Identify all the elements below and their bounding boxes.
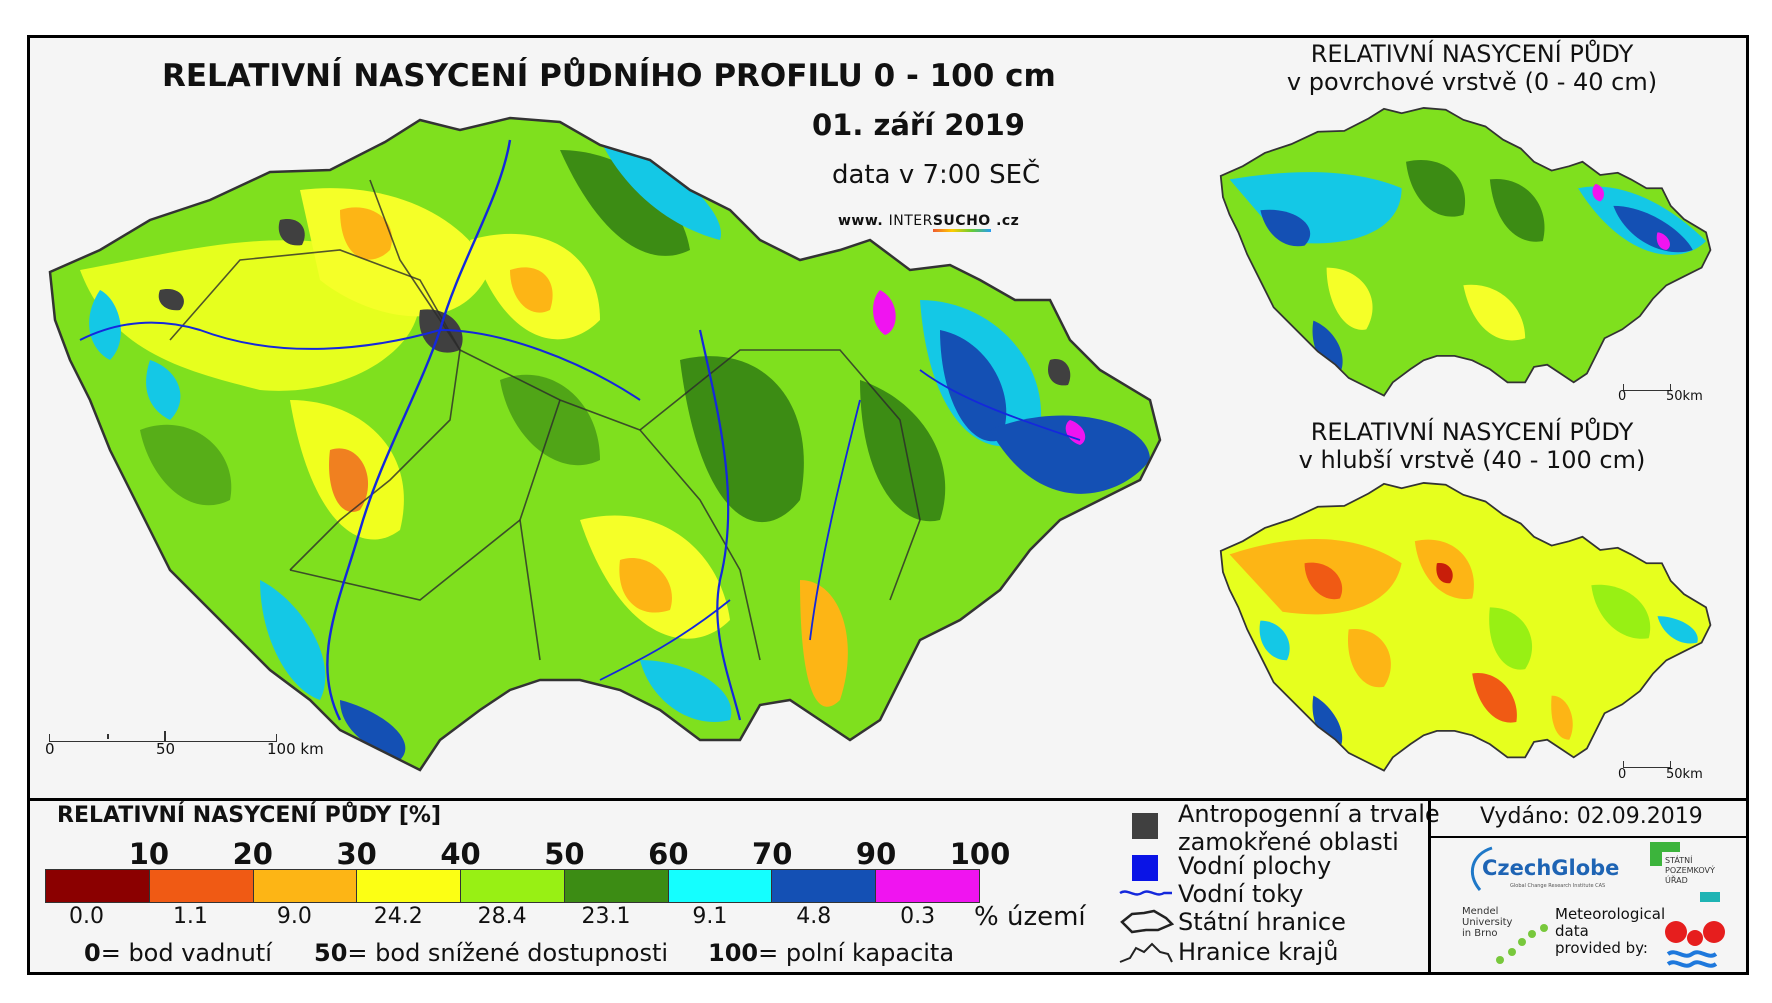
legend-rivers: Vodní toky — [1178, 880, 1304, 908]
website-inter: INTER — [888, 213, 933, 229]
main-map — [48, 116, 1162, 772]
czechglobe-swoosh-icon — [1470, 846, 1493, 891]
legend-percent-2: 1.1 — [172, 904, 208, 929]
legend-break-70: 70 — [752, 837, 793, 871]
river-icon — [1119, 890, 1172, 896]
legend-divider — [1428, 798, 1431, 975]
state-border-icon — [1120, 909, 1174, 934]
issued-date: Vydáno: 02.09.2019 — [1480, 804, 1703, 829]
caption-capacity: 100= polní kapacita — [708, 939, 955, 967]
legend-swatch-5 — [460, 870, 564, 902]
inset-top-title: RELATIVNÍ NASYCENÍ PŮDY v povrchové vrst… — [1262, 40, 1682, 96]
inset-top-line2: v povrchové vrstvě (0 - 40 cm) — [1286, 68, 1658, 96]
inset-top-scale-zero: 0 — [1618, 389, 1627, 404]
legend-break-60: 60 — [648, 837, 689, 871]
anthropogenic-swatch — [1132, 813, 1158, 839]
mendel-dots-icon — [1496, 924, 1548, 964]
map-title: RELATIVNÍ NASYCENÍ PŮDNÍHO PROFILU 0 - 1… — [162, 58, 1056, 94]
main-scale-mid: 50 — [156, 740, 176, 758]
legend-title: RELATIVNÍ NASYCENÍ PŮDY [%] — [57, 803, 442, 828]
inset-bottom-scale-bar — [1623, 761, 1671, 768]
meteo-credit: Meteorological data provided by: — [1555, 905, 1666, 957]
legend-swatch-4 — [356, 870, 461, 902]
legend-water-bodies: Vodní plochy — [1178, 852, 1332, 880]
legend-area — [27, 798, 1749, 975]
czechglobe-logo: CzechGlobe Global Change Research Instit… — [1462, 844, 1619, 896]
inset-map-surface — [1219, 107, 1712, 397]
legend-break-30: 30 — [336, 837, 377, 871]
website-suffix: .cz — [996, 213, 1020, 229]
caption-reduced: 50= bod snížené dostupnosti — [314, 939, 669, 967]
legend-break-10: 10 — [128, 837, 170, 871]
inset-bottom-line1: RELATIVNÍ NASYCENÍ PŮDY — [1310, 418, 1634, 446]
legend-percent-1: 0.0 — [69, 904, 105, 929]
caption-wilting: 0= bod vadnutí — [84, 939, 272, 967]
website-prefix: www. — [838, 213, 884, 229]
percent-unit: % území — [974, 902, 1086, 932]
inset-top-scale-bar — [1623, 384, 1671, 391]
legend-swatch-9 — [875, 870, 980, 902]
legend-percent-7: 9.1 — [692, 904, 728, 929]
water-swatch — [1132, 855, 1158, 881]
legend-percent-9: 0.3 — [900, 904, 936, 929]
region-border-icon — [1119, 942, 1173, 963]
legend-color-bar — [45, 869, 980, 903]
legend-break-90: 90 — [855, 837, 897, 871]
legend-percent-8: 4.8 — [796, 904, 832, 929]
inset-top-scale-end: 50km — [1666, 389, 1703, 404]
legend-break-20: 20 — [232, 837, 273, 871]
data-time: data v 7:00 SEČ — [832, 160, 1041, 190]
inset-top-line1: RELATIVNÍ NASYCENÍ PŮDY — [1310, 40, 1634, 68]
main-scale-end: 100 km — [267, 740, 324, 758]
legend-swatch-2 — [148, 870, 253, 902]
spu-logo: STÁTNÍ POZEMKOVÝ ÚŘAD — [1650, 842, 1730, 902]
legend-percent-6: 23.1 — [581, 904, 631, 929]
inset-bottom-scale-end: 50km — [1666, 767, 1703, 782]
legend-percent-5: 28.4 — [477, 904, 527, 929]
legend-swatch-6 — [563, 870, 668, 902]
legend-region-border: Hranice krajů — [1178, 938, 1339, 966]
inset-bottom-title: RELATIVNÍ NASYCENÍ PŮDY v hlubší vrstvě … — [1262, 418, 1682, 474]
map-date: 01. září 2019 — [812, 108, 1025, 142]
legend-swatch-7 — [667, 870, 772, 902]
inset-map-deep — [1219, 482, 1712, 772]
legend-swatch-8 — [771, 870, 876, 902]
legend-swatch-3 — [252, 870, 357, 902]
mendel-logo: Mendel University in Brno — [1462, 906, 1562, 968]
website-link[interactable]: www. INTERSUCHO .cz — [838, 213, 1020, 232]
inset-bottom-scale-zero: 0 — [1618, 767, 1627, 782]
main-scale-bar — [49, 734, 277, 742]
legend-break-50: 50 — [544, 837, 585, 871]
legend-anthropogenic: Antropogenní a trvale zamokřené oblasti — [1178, 800, 1440, 856]
legend-percent-4: 24.2 — [373, 904, 423, 929]
inset-bottom-line2: v hlubší vrstvě (40 - 100 cm) — [1298, 446, 1646, 474]
legend-state-border: Státní hranice — [1178, 908, 1346, 936]
legend-break-100: 100 — [949, 837, 1011, 871]
chmi-logo — [1665, 921, 1725, 968]
website-sucho: SUCHO — [932, 213, 991, 232]
main-scale-zero: 0 — [45, 740, 55, 758]
legend-break-40: 40 — [440, 837, 481, 871]
legend-swatch-1 — [46, 870, 149, 902]
issued-divider — [1428, 836, 1749, 838]
legend-percent-3: 9.0 — [276, 904, 312, 929]
